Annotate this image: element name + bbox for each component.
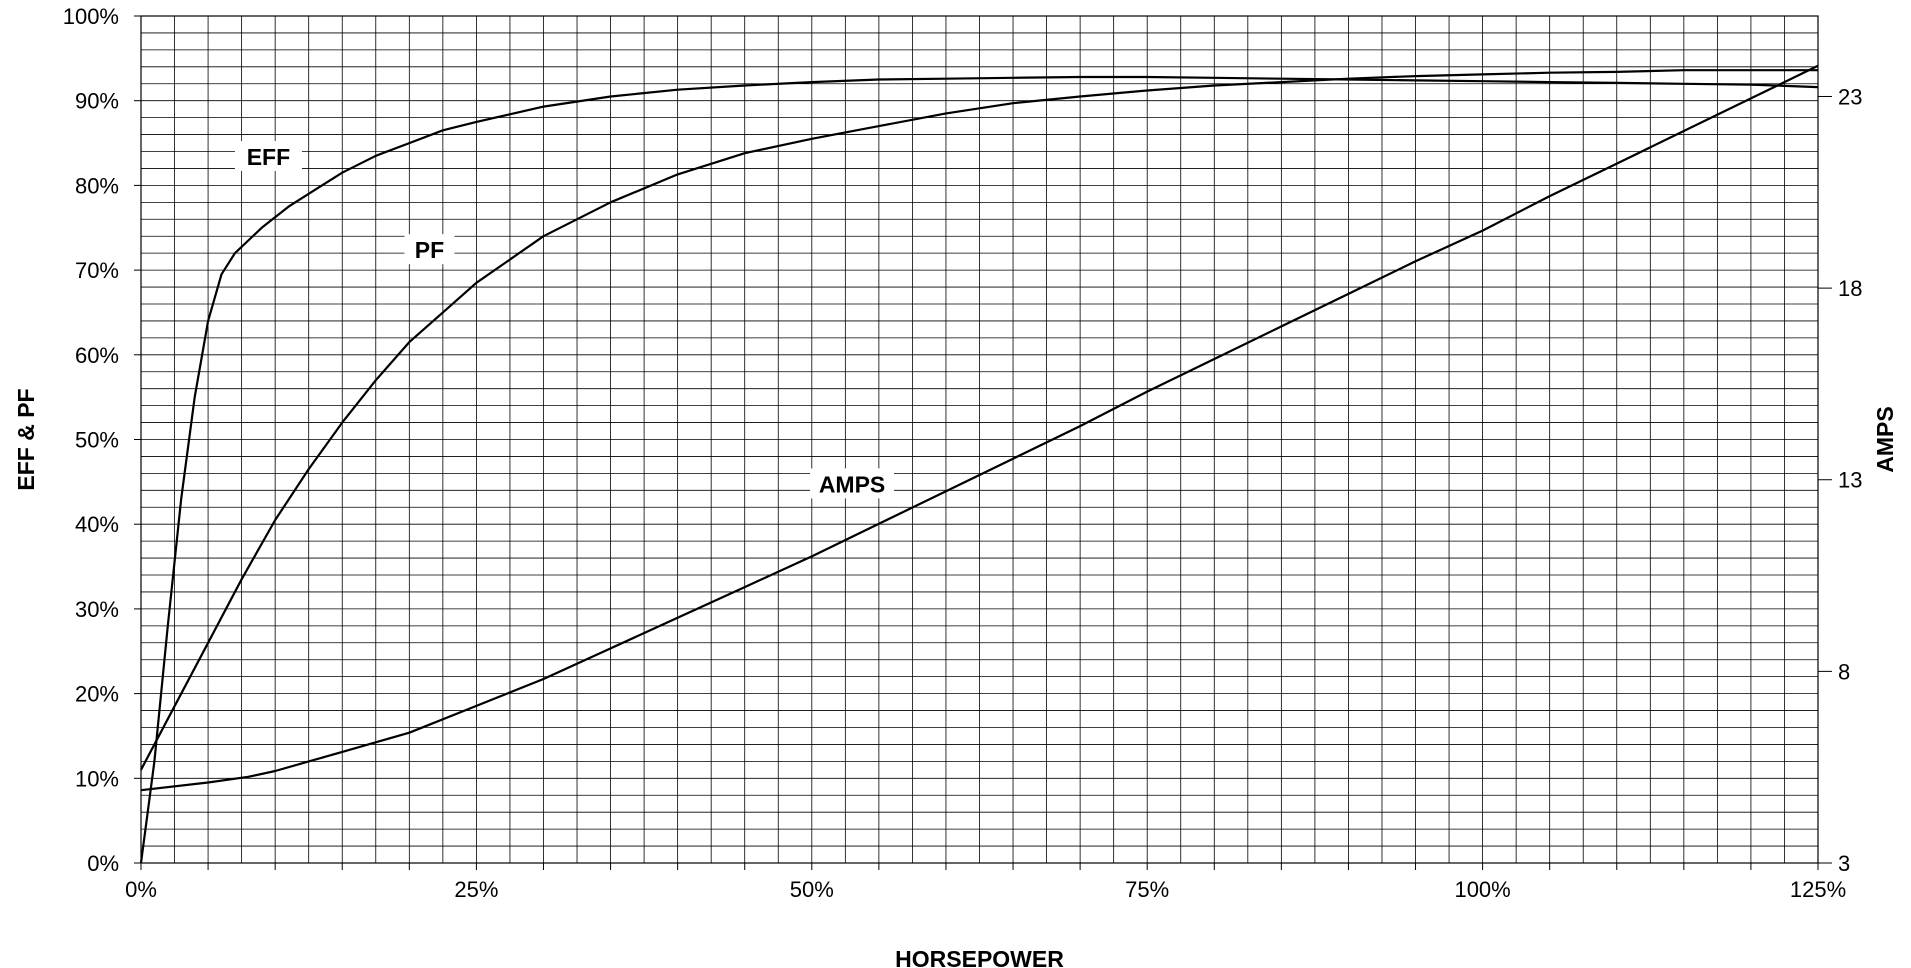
series-line-pf xyxy=(140,69,1818,771)
series-label-bg-eff xyxy=(234,140,302,171)
y-left-tick-label: 0% xyxy=(87,851,119,876)
plot-frame xyxy=(140,15,1819,864)
y-right-tick-label: 18 xyxy=(1838,276,1862,301)
y-left-tick-label: 10% xyxy=(75,766,119,791)
y-left-tick-label: 80% xyxy=(75,173,119,198)
series-line-amps xyxy=(140,64,1819,792)
x-axis-title: HORSEPOWER xyxy=(895,946,1064,968)
y-left-tick-label: 100% xyxy=(63,4,119,29)
x-tick-label: 125% xyxy=(1790,877,1846,902)
series-label-eff: EFF xyxy=(247,144,290,170)
y-axis-right-title: AMPS xyxy=(1872,406,1898,472)
grid xyxy=(140,15,1819,864)
y-axis-left-title: EFF & PF xyxy=(13,388,39,490)
y-left-tick-label: 20% xyxy=(75,682,119,707)
series-labels: EFF PF AMPS xyxy=(234,140,895,499)
y-right-tick-label: 13 xyxy=(1838,468,1862,493)
y-left-tick-label: 40% xyxy=(75,512,119,537)
x-tick-label: 75% xyxy=(1125,877,1169,902)
series-label-pf: PF xyxy=(415,237,444,263)
series-label-bg-pf xyxy=(404,234,455,265)
y-left-tick-label: 90% xyxy=(75,89,119,114)
x-tick-label: 0% xyxy=(125,877,157,902)
y-right-tick-label: 23 xyxy=(1838,84,1862,109)
x-tick-label: 50% xyxy=(790,877,834,902)
x-tick-label: 100% xyxy=(1454,877,1510,902)
y-right-tick-label: 8 xyxy=(1838,659,1850,684)
series-label-amps: AMPS xyxy=(819,471,885,497)
series-lines xyxy=(139,64,1819,864)
y-left-tick-label: 50% xyxy=(75,428,119,453)
ticks: 0% 25% 50% 75% 100% 125% 0% 10% 20% 30% 40% 50% 60% 7… xyxy=(63,4,1863,902)
y-left-tick-label: 70% xyxy=(75,258,119,283)
y-left-tick-label: 60% xyxy=(75,343,119,368)
y-left-tick-label: 30% xyxy=(75,597,119,622)
series-line-eff xyxy=(139,75,1819,864)
series-label-bg-amps xyxy=(810,468,895,499)
y-right-tick-label: 3 xyxy=(1838,851,1850,876)
x-tick-label: 25% xyxy=(454,877,498,902)
